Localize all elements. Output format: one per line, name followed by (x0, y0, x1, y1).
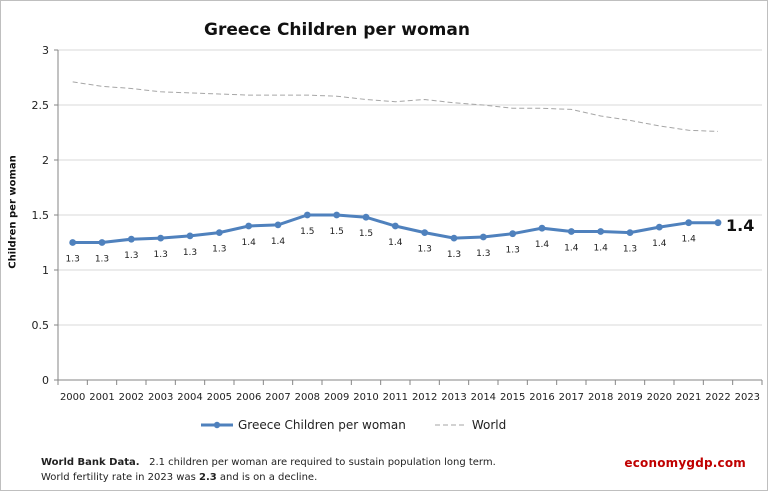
x-tick-label: 2007 (265, 392, 290, 403)
data-label: 1.3 (418, 245, 432, 255)
y-tick-label: 2 (42, 154, 49, 167)
data-label: 1.3 (623, 245, 637, 255)
data-point (157, 234, 165, 242)
series-line-world (72, 81, 719, 132)
brand-part2: gdp.com (686, 456, 746, 470)
data-point (714, 219, 722, 227)
brand-part1: economy (624, 456, 687, 470)
x-tick-label: 2005 (207, 392, 232, 403)
legend-item-world: World (434, 418, 506, 432)
legend: Greece Children per woman World (200, 418, 534, 432)
note-line2-post: and is on a decline. (219, 472, 318, 483)
data-point (421, 229, 429, 237)
data-label: 1.4 (594, 244, 609, 254)
legend-greece-swatch (201, 421, 233, 429)
x-tick-label: 2012 (412, 392, 437, 403)
x-tick-label: 2017 (559, 392, 584, 403)
x-tick-label: 2008 (295, 392, 320, 403)
x-tick-label: 2002 (119, 392, 144, 403)
legend-world-swatch (434, 424, 467, 426)
data-label: 1.3 (476, 249, 490, 259)
data-point (655, 223, 663, 231)
x-tick-label: 2021 (676, 392, 701, 403)
data-label: 1.5 (359, 229, 373, 239)
data-point (362, 213, 370, 221)
data-label: 1.4 (564, 244, 579, 254)
y-tick-label: 1 (42, 264, 49, 277)
x-tick-label: 2011 (383, 392, 408, 403)
x-tick-label: 2004 (177, 392, 202, 403)
x-tick-label: 2006 (236, 392, 261, 403)
x-tick-label: 2013 (441, 392, 466, 403)
data-point (538, 224, 546, 232)
source-note: World Bank Data. 2.1 children per woman … (41, 455, 496, 485)
x-tick-label: 2022 (705, 392, 730, 403)
data-label: 1.4 (388, 238, 403, 248)
x-tick-label: 2020 (647, 392, 672, 403)
legend-item-greece: Greece Children per woman (200, 418, 406, 432)
y-tick-label: 2.5 (32, 99, 50, 112)
data-label: 1.3 (447, 250, 461, 260)
x-tick-label: 2001 (89, 392, 114, 403)
note-line2-value: 2.3 (199, 472, 217, 483)
x-tick-label: 2015 (500, 392, 525, 403)
data-point (567, 228, 575, 235)
y-tick-label: 0 (42, 374, 49, 387)
data-point (245, 222, 253, 230)
legend-greece-label: Greece Children per woman (238, 418, 406, 432)
data-point (127, 235, 135, 243)
data-point (685, 219, 693, 227)
x-tick-label: 2019 (617, 392, 642, 403)
y-tick-label: 0.5 (32, 319, 50, 332)
legend-world-label: World (471, 418, 507, 432)
note-source: World Bank Data. (41, 457, 140, 468)
data-label: 1.3 (66, 255, 80, 265)
data-label: 1.3 (506, 246, 520, 256)
data-point (597, 228, 605, 235)
x-tick-label: 2014 (471, 392, 496, 403)
last-value-label: 1.4 (726, 216, 755, 235)
data-point (303, 211, 311, 219)
data-point (509, 230, 517, 238)
data-point (391, 222, 399, 230)
data-label: 1.3 (95, 255, 109, 265)
data-point (479, 233, 487, 241)
data-point (333, 211, 341, 219)
note-line1: 2.1 children per woman are required to s… (149, 457, 496, 468)
x-tick-label: 2003 (148, 392, 173, 403)
note-line2-pre: World fertility rate in 2023 was (41, 472, 196, 483)
data-point (69, 239, 77, 246)
data-label: 1.4 (271, 237, 286, 247)
chart-title: Greece Children per woman (204, 20, 470, 40)
x-tick-label: 2016 (529, 392, 554, 403)
x-tick-label: 2018 (588, 392, 613, 403)
data-point (450, 234, 458, 242)
data-label: 1.4 (242, 238, 257, 248)
data-label: 1.5 (300, 227, 314, 237)
data-point (186, 232, 194, 240)
data-label: 1.3 (124, 251, 138, 261)
data-label: 1.4 (682, 235, 697, 245)
x-tick-label: 2010 (353, 392, 378, 403)
data-label: 1.3 (154, 250, 168, 260)
x-tick-label: 2009 (324, 392, 349, 403)
data-label: 1.4 (535, 240, 550, 250)
data-point (274, 221, 282, 229)
y-tick-label: 1.5 (32, 209, 50, 222)
data-point (98, 239, 106, 246)
y-tick-label: 3 (42, 44, 49, 57)
data-label: 1.3 (183, 248, 197, 258)
x-tick-label: 2000 (60, 392, 85, 403)
data-label: 1.5 (330, 227, 344, 237)
x-tick-label: 2023 (735, 392, 760, 403)
data-label: 1.4 (652, 239, 667, 249)
brand-logo: economygdp.com (624, 456, 746, 470)
data-point (626, 229, 634, 237)
data-label: 1.3 (212, 245, 226, 255)
data-point (215, 229, 223, 237)
